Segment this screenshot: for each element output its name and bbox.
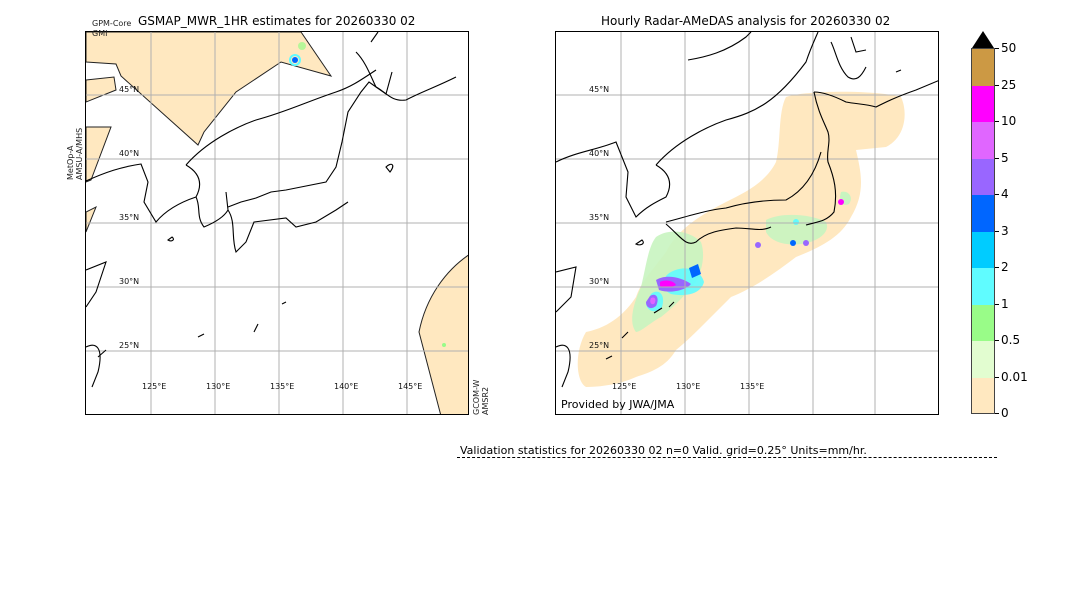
sensor-label-gmi: GMI <box>92 29 108 38</box>
colorbar-label-0.5: 0.5 <box>1001 333 1021 347</box>
colorbar-segment-1-2 <box>972 268 994 305</box>
left-map-graphic <box>86 32 468 414</box>
colorbar-label-3: 3 <box>1001 224 1009 238</box>
left-lat-label-30: 30°N <box>119 277 140 286</box>
right-lat-label-45: 45°N <box>589 85 610 94</box>
sensor-label-gpm-core: GPM-Core <box>92 19 132 28</box>
left-lat-label-40: 40°N <box>119 149 140 158</box>
left-lon-label-145: 145°E <box>398 382 423 391</box>
data-credit: Provided by JWA/JMA <box>561 398 675 411</box>
colorbar-label-0.01: 0.01 <box>1001 370 1028 384</box>
colorbar-segment-0.5-1 <box>972 304 994 341</box>
sensor-label-amsu-mhs: AMSU-A/MHS <box>75 127 84 180</box>
colorbar-label-1: 1 <box>1001 297 1009 311</box>
left-lon-label-125: 125°E <box>142 382 167 391</box>
right-lat-label-35: 35°N <box>589 213 610 222</box>
sensor-label-amsr2: AMSR2 <box>481 386 490 415</box>
right-lon-label-130: 130°E <box>676 382 701 391</box>
right-lon-label-135: 135°E <box>740 382 765 391</box>
colorbar-label-5: 5 <box>1001 151 1009 165</box>
left-lon-label-140: 140°E <box>334 382 359 391</box>
colorbar-segment-3-4 <box>972 195 994 232</box>
colorbar-segment-5-10 <box>972 122 994 159</box>
colorbar-label-0: 0 <box>1001 406 1009 420</box>
left-lat-label-35: 35°N <box>119 213 140 222</box>
colorbar-segment-2-3 <box>972 231 994 268</box>
right-lat-label-25: 25°N <box>589 341 610 350</box>
left-lon-label-130: 130°E <box>206 382 231 391</box>
right-lon-label-125: 125°E <box>612 382 637 391</box>
left-map <box>85 31 469 415</box>
colorbar <box>971 48 995 414</box>
sensor-label-gcom-w: GCOM-W <box>472 379 481 415</box>
colorbar-segment-4-5 <box>972 158 994 195</box>
colorbar-segment-10-25 <box>972 85 994 122</box>
colorbar-extend-triangle-icon <box>972 31 994 48</box>
left-lon-label-135: 135°E <box>270 382 295 391</box>
sensor-label-metop-a: MetOp-A <box>66 145 75 180</box>
right-chart-title: Hourly Radar-AMeDAS analysis for 2026033… <box>601 14 891 28</box>
right-map <box>555 31 939 415</box>
right-map-graphic <box>556 32 938 414</box>
colorbar-segment-25-50 <box>972 49 994 86</box>
colorbar-label-10: 10 <box>1001 114 1017 128</box>
colorbar-label-2: 2 <box>1001 260 1009 274</box>
colorbar-segment-0-0.01 <box>972 377 994 413</box>
left-lat-label-25: 25°N <box>119 341 140 350</box>
colorbar-segment-0.01-0.5 <box>972 341 994 378</box>
colorbar-label-50: 50 <box>1001 41 1017 55</box>
left-lat-label-45: 45°N <box>119 85 140 94</box>
right-lat-label-40: 40°N <box>589 149 610 158</box>
stats-divider <box>457 457 997 458</box>
validation-stats: Validation statistics for 20260330 02 n=… <box>460 444 867 457</box>
right-lat-label-30: 30°N <box>589 277 610 286</box>
left-chart-title: GSMAP_MWR_1HR estimates for 20260330 02 <box>138 14 416 28</box>
colorbar-label-4: 4 <box>1001 187 1009 201</box>
colorbar-label-25: 25 <box>1001 78 1017 92</box>
